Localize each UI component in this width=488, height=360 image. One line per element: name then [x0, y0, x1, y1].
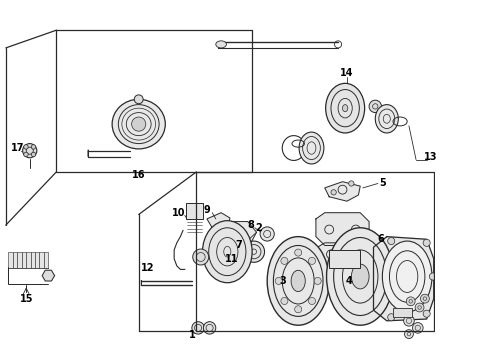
Circle shape — [203, 322, 215, 334]
Circle shape — [387, 314, 394, 321]
Text: 17: 17 — [11, 143, 24, 153]
Circle shape — [294, 306, 301, 313]
Circle shape — [308, 257, 315, 265]
Ellipse shape — [215, 41, 226, 48]
Circle shape — [422, 239, 429, 246]
Bar — [22, 252, 26, 267]
Circle shape — [422, 310, 429, 317]
Circle shape — [22, 144, 37, 158]
Circle shape — [414, 303, 423, 312]
Circle shape — [406, 297, 414, 306]
Text: 11: 11 — [224, 254, 238, 264]
Bar — [31, 252, 35, 267]
Bar — [17, 252, 22, 267]
Circle shape — [260, 227, 274, 241]
Ellipse shape — [266, 237, 328, 325]
Ellipse shape — [131, 117, 145, 131]
Circle shape — [387, 238, 394, 244]
Circle shape — [285, 257, 302, 275]
Bar — [13, 252, 17, 267]
Text: 12: 12 — [141, 263, 154, 273]
Text: 8: 8 — [247, 220, 254, 230]
Circle shape — [348, 181, 353, 186]
Bar — [26, 252, 31, 267]
Text: 1: 1 — [188, 330, 195, 340]
Circle shape — [192, 249, 208, 265]
Text: 14: 14 — [340, 68, 353, 78]
Circle shape — [280, 297, 287, 305]
Bar — [8, 252, 13, 267]
Text: 3: 3 — [279, 276, 286, 286]
Circle shape — [368, 100, 381, 113]
Circle shape — [404, 330, 412, 338]
Text: 13: 13 — [424, 152, 437, 162]
Circle shape — [420, 294, 428, 303]
Text: 2: 2 — [254, 223, 261, 233]
Text: 5: 5 — [378, 179, 385, 189]
Bar — [40, 252, 44, 267]
Bar — [185, 203, 203, 219]
Polygon shape — [315, 213, 368, 246]
Ellipse shape — [290, 270, 305, 292]
Circle shape — [412, 323, 422, 333]
Circle shape — [243, 241, 264, 262]
Circle shape — [313, 278, 321, 284]
Bar — [44, 252, 48, 267]
Polygon shape — [373, 237, 433, 321]
Ellipse shape — [374, 105, 398, 133]
Ellipse shape — [326, 228, 393, 325]
Text: 15: 15 — [20, 294, 33, 303]
Ellipse shape — [202, 221, 252, 283]
Circle shape — [24, 152, 28, 157]
Circle shape — [191, 322, 204, 334]
Ellipse shape — [342, 105, 347, 112]
Ellipse shape — [351, 264, 368, 289]
Ellipse shape — [382, 241, 431, 312]
Text: 4: 4 — [345, 276, 351, 286]
Polygon shape — [315, 243, 348, 269]
Circle shape — [31, 152, 36, 157]
Ellipse shape — [299, 132, 323, 164]
Ellipse shape — [112, 99, 165, 149]
Circle shape — [275, 278, 282, 284]
Polygon shape — [324, 182, 360, 201]
Polygon shape — [221, 221, 256, 246]
Text: 6: 6 — [376, 234, 383, 244]
Text: 10: 10 — [171, 208, 185, 218]
Circle shape — [31, 145, 36, 149]
Text: 9: 9 — [203, 205, 210, 215]
Bar — [35, 252, 40, 267]
Circle shape — [428, 273, 435, 280]
Text: 7: 7 — [235, 240, 242, 251]
Polygon shape — [42, 270, 55, 281]
Bar — [392, 309, 412, 317]
Circle shape — [403, 315, 413, 326]
Polygon shape — [206, 213, 229, 230]
Circle shape — [24, 145, 28, 149]
Circle shape — [280, 257, 287, 265]
Circle shape — [330, 190, 336, 195]
Circle shape — [134, 95, 143, 104]
Bar — [328, 250, 360, 267]
Circle shape — [308, 297, 315, 305]
Ellipse shape — [325, 84, 364, 133]
Text: 16: 16 — [132, 170, 145, 180]
Circle shape — [294, 249, 301, 256]
